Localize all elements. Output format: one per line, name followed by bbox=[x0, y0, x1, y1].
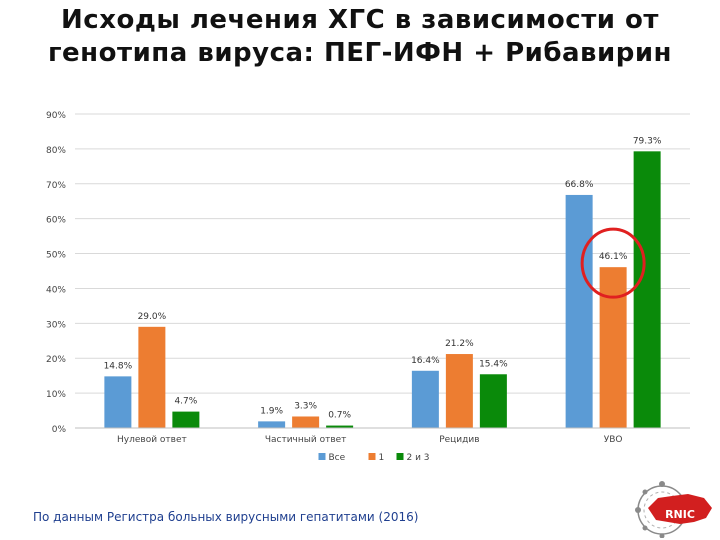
data-label: 3.3% bbox=[294, 401, 317, 411]
data-label: 21.2% bbox=[445, 339, 474, 349]
legend-label: 2 и 3 bbox=[407, 453, 430, 463]
gridlines bbox=[75, 113, 690, 429]
y-tick-label: 20% bbox=[46, 355, 66, 365]
y-tick-label: 0% bbox=[52, 425, 67, 435]
source-note: По данным Регистра больных вирусными геп… bbox=[33, 510, 419, 524]
bars bbox=[75, 151, 690, 429]
bar bbox=[599, 267, 627, 428]
x-tick-label: УВО bbox=[604, 435, 623, 445]
bar bbox=[411, 370, 439, 428]
logo-text: RNIC bbox=[665, 508, 695, 521]
bar bbox=[445, 354, 473, 428]
x-tick-label: Нулевой ответ bbox=[117, 435, 187, 445]
chart-title: Исходы лечения ХГС в зависимости от гено… bbox=[47, 5, 673, 68]
data-label: 46.1% bbox=[599, 252, 628, 262]
legend-label: 1 bbox=[379, 453, 385, 463]
data-label: 29.0% bbox=[138, 312, 167, 322]
data-label: 4.7% bbox=[174, 397, 197, 407]
bar bbox=[633, 151, 661, 428]
registry-logo: RNIC bbox=[635, 481, 712, 538]
bar bbox=[565, 194, 593, 428]
bar bbox=[326, 425, 354, 428]
data-label: 79.3% bbox=[633, 136, 662, 146]
y-tick-label: 70% bbox=[46, 181, 66, 191]
y-tick-label: 10% bbox=[46, 390, 66, 400]
x-axis-ticks: Нулевой ответ Частичный ответ Рецидив УВО bbox=[117, 435, 623, 445]
bar bbox=[104, 376, 132, 428]
y-tick-label: 50% bbox=[46, 251, 66, 261]
x-tick-label: Частичный ответ bbox=[265, 435, 347, 445]
data-label: 66.8% bbox=[565, 180, 594, 190]
legend-swatch bbox=[368, 453, 376, 460]
data-labels: 14.8% 29.0% 4.7% 1.9% 3.3% 0.7% 16.4% 21.2% 15.4… bbox=[104, 136, 662, 420]
bar bbox=[479, 374, 507, 428]
highlight-ellipse bbox=[580, 227, 646, 299]
y-tick-label: 30% bbox=[46, 320, 66, 330]
legend-label: Все bbox=[329, 453, 346, 463]
x-tick-label: Рецидив bbox=[439, 435, 479, 445]
y-tick-label: 60% bbox=[46, 216, 66, 226]
bar bbox=[172, 411, 200, 428]
y-tick-label: 90% bbox=[46, 111, 66, 121]
legend-swatch bbox=[318, 453, 326, 460]
data-label: 1.9% bbox=[260, 406, 283, 416]
y-tick-label: 40% bbox=[46, 285, 66, 295]
data-label: 16.4% bbox=[411, 356, 440, 366]
y-axis-ticks: 0% 10% 20% 30% 40% 50% 60% 70% 80% 90% bbox=[46, 111, 66, 435]
highlight-circle bbox=[580, 227, 646, 299]
data-label: 0.7% bbox=[328, 411, 351, 421]
legend: Все 1 2 и 3 bbox=[318, 453, 430, 463]
bar bbox=[258, 421, 286, 428]
bar bbox=[292, 416, 320, 428]
legend-swatch bbox=[396, 453, 404, 460]
data-label: 14.8% bbox=[104, 361, 133, 371]
y-tick-label: 80% bbox=[46, 146, 66, 156]
bar bbox=[138, 326, 166, 428]
data-label: 15.4% bbox=[479, 359, 508, 369]
